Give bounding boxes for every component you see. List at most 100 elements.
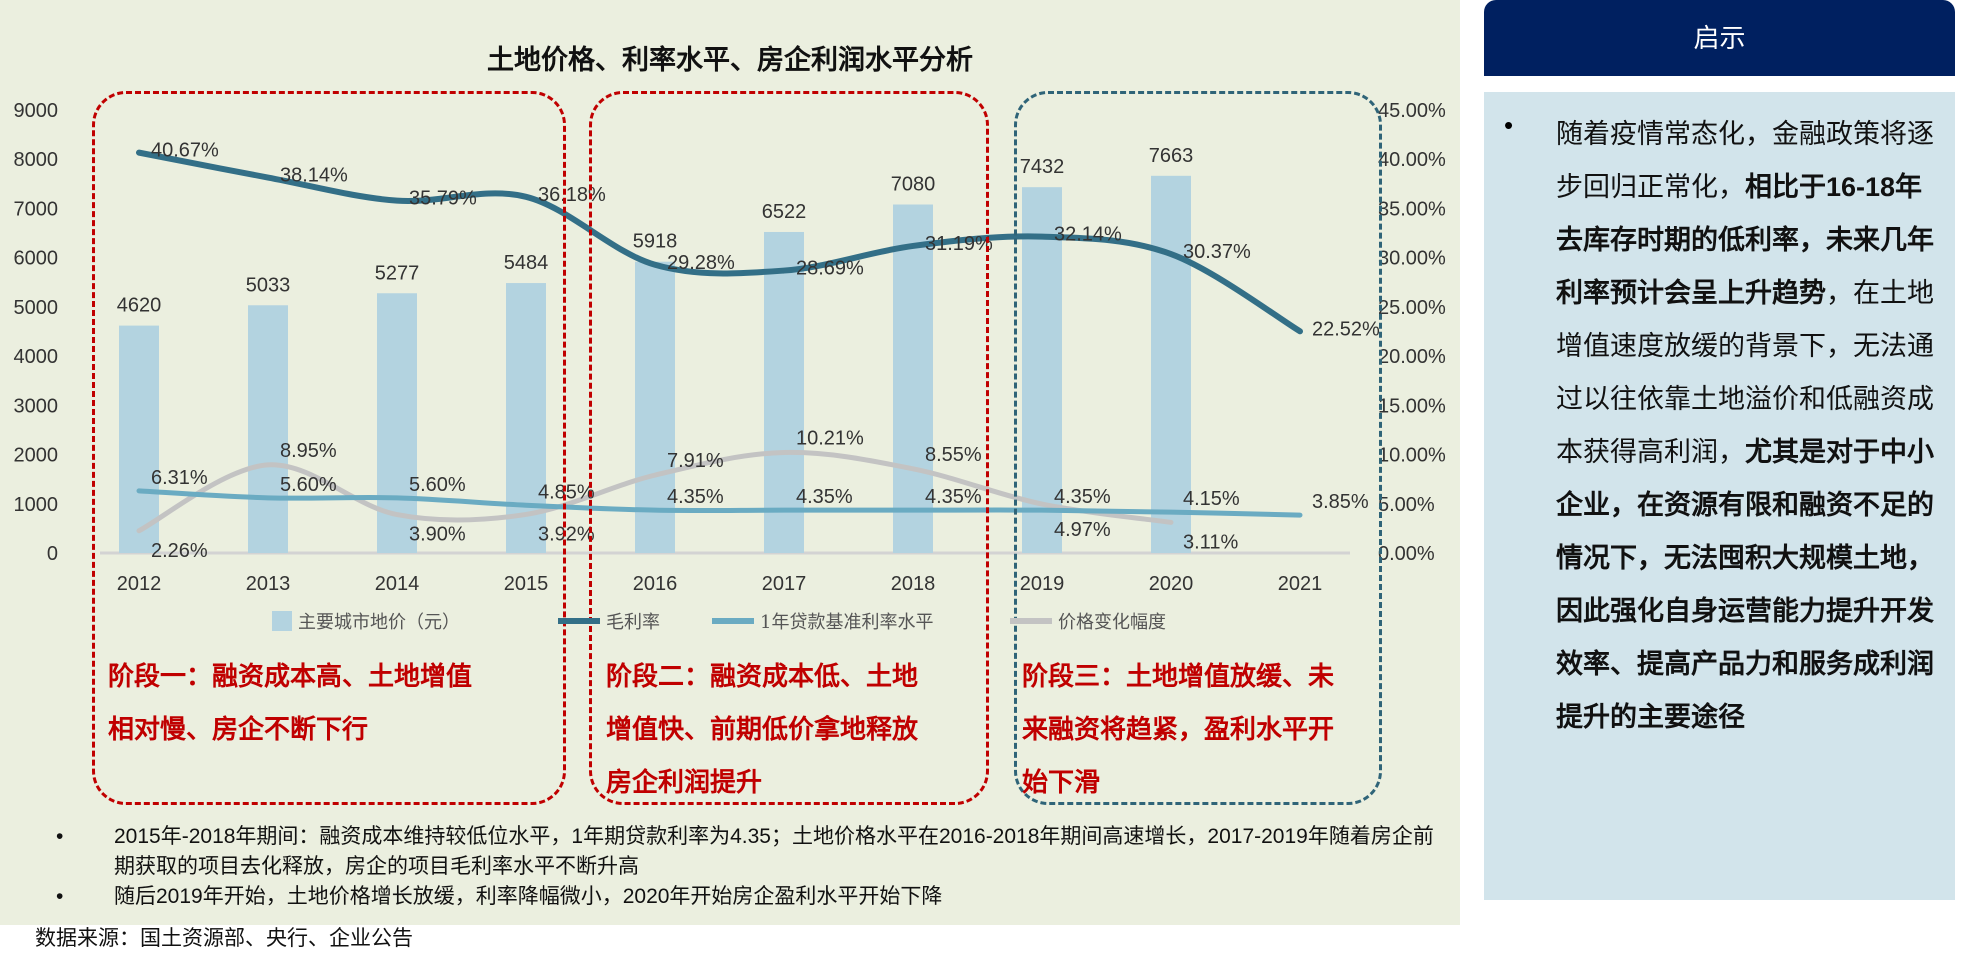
insight-segment-bold: 尤其是对于中小企业，在资源有限和融资不足的情况下，无法囤积大规模土地，因此强化自… xyxy=(1556,437,1934,732)
phase-3-box xyxy=(1014,91,1382,805)
right-axis-tick: 30.00% xyxy=(1378,248,1446,270)
line-data-label: 7.91% xyxy=(667,450,724,472)
x-axis-tick: 2019 xyxy=(1020,573,1065,595)
x-axis-tick: 2018 xyxy=(891,573,936,595)
data-source: 数据来源：国土资源部、央行、企业公告 xyxy=(35,927,413,950)
phase-line: 房企利润提升 xyxy=(606,767,763,797)
legend-label: 1年贷款基准利率水平 xyxy=(760,612,934,633)
phase-line: 相对慢、房企不断下行 xyxy=(108,714,369,744)
x-axis-tick: 2015 xyxy=(504,573,549,595)
phase-2-box xyxy=(589,91,989,805)
line-data-label: 3.90% xyxy=(409,524,466,546)
phase-line: 来融资将趋紧，盈利水平开 xyxy=(1022,714,1335,744)
bar-data-label: 5277 xyxy=(375,262,420,284)
right-axis-tick: 10.00% xyxy=(1378,445,1446,467)
phase-line: 阶段一：融资成本高、土地增值 xyxy=(108,661,473,691)
left-axis-tick: 4000 xyxy=(14,346,59,368)
right-axis-tick: 0.00% xyxy=(1378,543,1435,565)
left-axis-tick: 8000 xyxy=(14,149,59,171)
bar-land-price xyxy=(635,261,675,553)
left-axis-tick: 9000 xyxy=(14,100,59,122)
line-data-label: 4.35% xyxy=(1054,486,1111,508)
bar-data-label: 6522 xyxy=(762,201,807,223)
left-axis-tick: 1000 xyxy=(14,494,59,516)
right-axis-tick: 45.00% xyxy=(1378,100,1446,122)
right-axis-tick: 15.00% xyxy=(1378,395,1446,417)
right-axis-tick: 25.00% xyxy=(1378,297,1446,319)
line-data-label: 40.67% xyxy=(151,140,219,162)
chart-panel xyxy=(0,0,1460,925)
line-data-label: 3.92% xyxy=(538,523,595,545)
line-data-label: 4.85% xyxy=(538,481,595,503)
legend-label: 毛利率 xyxy=(606,612,660,633)
left-axis-tick: 6000 xyxy=(14,248,59,270)
bar-data-label: 4620 xyxy=(117,295,162,317)
line-data-label: 28.69% xyxy=(796,258,864,280)
line-data-label: 4.97% xyxy=(1054,519,1111,541)
line-data-label: 5.60% xyxy=(280,474,337,496)
right-axis-tick: 40.00% xyxy=(1378,149,1446,171)
chart-title: 土地价格、利率水平、房企利润水平分析 xyxy=(487,45,973,75)
line-gross-margin xyxy=(136,149,1303,335)
insight-segment-bold: 相比于16-18年去库存时期的低利率，未来几年利率预计会呈上升趋势 xyxy=(1556,172,1934,308)
bar-data-label: 7080 xyxy=(891,174,936,196)
x-axis-tick: 2017 xyxy=(762,573,807,595)
line-data-label: 6.31% xyxy=(151,467,208,489)
line-data-label: 8.95% xyxy=(280,440,337,462)
bar-land-price xyxy=(1022,187,1062,553)
legend-item-margin: 毛利率 xyxy=(558,608,660,634)
note-text: 2015年-2018年期间：融资成本维持较低位水平，1年期贷款利率为4.35；土… xyxy=(114,825,1434,878)
phase-2-text: 阶段二：融资成本低、土地 增值快、前期低价拿地释放 房企利润提升 xyxy=(606,650,918,809)
line-data-label: 30.37% xyxy=(1183,241,1251,263)
line-data-label: 29.28% xyxy=(667,252,735,274)
legend-label: 主要城市地价（元） xyxy=(298,612,460,633)
legend-item-price-change: 价格变化幅度 xyxy=(1010,608,1166,634)
phase-line: 始下滑 xyxy=(1022,767,1101,797)
bar-data-label: 5484 xyxy=(504,252,549,274)
x-axis-tick: 2020 xyxy=(1149,573,1194,595)
line-loan-rate xyxy=(136,488,1303,518)
legend-swatch xyxy=(558,618,600,624)
line-data-label: 3.85% xyxy=(1312,491,1369,513)
legend-label: 价格变化幅度 xyxy=(1058,612,1166,633)
phase-1-box xyxy=(92,91,566,805)
bar-data-label: 7663 xyxy=(1149,145,1194,167)
bar-land-price xyxy=(1151,175,1191,553)
phase-3-text: 阶段三：土地增值放缓、未 来融资将趋紧，盈利水平开 始下滑 xyxy=(1022,650,1334,809)
left-axis-tick: 7000 xyxy=(14,198,59,220)
line-data-label: 5.60% xyxy=(409,474,466,496)
left-axis-tick: 0 xyxy=(47,543,58,565)
line-data-label: 8.55% xyxy=(925,444,982,466)
phase-line: 增值快、前期低价拿地释放 xyxy=(606,714,919,744)
note-item: • 2015年-2018年期间：融资成本维持较低位水平，1年期贷款利率为4.35… xyxy=(50,822,1450,882)
line-data-label: 35.79% xyxy=(409,188,477,210)
bullet: • xyxy=(56,825,64,848)
x-axis-tick: 2021 xyxy=(1278,573,1323,595)
line-data-label: 4.35% xyxy=(796,486,853,508)
bar-data-label: 5918 xyxy=(633,231,678,253)
left-axis-tick: 3000 xyxy=(14,395,59,417)
bullet: • xyxy=(1504,110,1514,140)
x-axis-tick: 2014 xyxy=(375,573,420,595)
bullet: • xyxy=(56,885,64,908)
insight-segment: ，在土地增值速度放缓的背景下，无法通过以往依靠土地溢价和低融资成本获得高利润， xyxy=(1556,278,1934,467)
note-text: 随后2019年开始，土地价格增长放缓，利率降幅微小，2020年开始房企盈利水平开… xyxy=(114,885,943,908)
insights-text: 随着疫情常态化，金融政策将逐步回归正常化，相比于16-18年去库存时期的低利率，… xyxy=(1556,108,1936,744)
bar-data-label: 5033 xyxy=(246,274,291,296)
right-axis-tick: 35.00% xyxy=(1378,198,1446,220)
legend-swatch xyxy=(712,618,754,624)
bar-land-price xyxy=(893,204,933,554)
line-data-label: 10.21% xyxy=(796,427,864,449)
left-axis-tick: 2000 xyxy=(14,445,59,467)
legend-item-land-price: 主要城市地价（元） xyxy=(272,608,460,634)
x-axis-tick: 2016 xyxy=(633,573,678,595)
line-data-label: 4.15% xyxy=(1183,488,1240,510)
legend-swatch xyxy=(272,611,292,631)
phase-line: 阶段三：土地增值放缓、未 xyxy=(1022,661,1335,691)
legend-item-loan-rate: 1年贷款基准利率水平 xyxy=(712,608,933,634)
line-data-label: 4.35% xyxy=(925,486,982,508)
insights-body: • 随着疫情常态化，金融政策将逐步回归正常化，相比于16-18年去库存时期的低利… xyxy=(1484,92,1955,900)
left-axis-tick: 5000 xyxy=(14,297,59,319)
right-axis-tick: 5.00% xyxy=(1378,494,1435,516)
